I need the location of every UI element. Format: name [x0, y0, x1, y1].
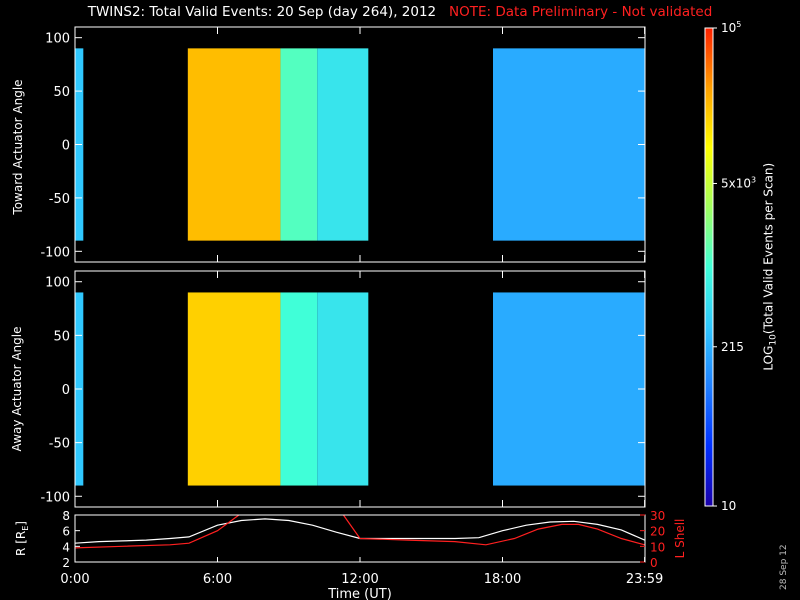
toward-ytick-label: 100 — [45, 32, 70, 47]
toward-heatmap-band-4 — [493, 48, 645, 241]
orbit-ylabel-left-post: ] — [14, 521, 28, 526]
colorbar-tick-base: 10 — [721, 21, 736, 35]
toward-panel: -100 -50 0 50 100 — [40, 26, 646, 263]
orbit-xlabel: Time (UT) — [327, 587, 392, 600]
away-panel: -100 -50 0 50 100 — [40, 270, 646, 508]
away-ytick-label: -100 — [40, 490, 70, 505]
title-main: TWINS2: Total Valid Events: 20 Sep (day … — [87, 4, 437, 20]
toward-ytick-label: -50 — [49, 192, 70, 207]
orbit-right-tick-label: 0 — [650, 556, 658, 570]
away-ytick-label: 0 — [62, 383, 70, 398]
orbit-left-tick-label: 4 — [62, 540, 70, 554]
orbit-xtick-label: 12:00 — [341, 572, 378, 587]
away-heatmap-band-4 — [493, 292, 645, 486]
toward-ytick-label: 0 — [62, 139, 70, 154]
orbit-xtick-label: 6:00 — [203, 572, 232, 587]
orbit-series-l-shell — [74, 514, 645, 549]
colorbar-tick-sup: 5 — [736, 20, 741, 29]
orbit-ylabel-left-sub: E — [21, 526, 30, 531]
colorbar-tick-base: 5x10 — [721, 176, 751, 190]
away-heatmap-band-1 — [187, 292, 281, 486]
toward-heatmap-band-3 — [317, 48, 369, 241]
colorbar-bar — [704, 27, 714, 507]
away-ytick-label: 100 — [45, 276, 70, 291]
toward-ytick-label: -100 — [40, 245, 70, 260]
colorbar-tick-label: 215 — [721, 340, 744, 354]
colorbar-tick-sup: 3 — [751, 175, 756, 184]
toward-heatmap-band-1 — [187, 48, 281, 241]
orbit-series-r — [74, 518, 645, 544]
orbit-xtick-label: 0:00 — [60, 572, 89, 587]
colorbar-tick-base: 215 — [721, 340, 744, 354]
orbit-xtick-label: 23:59 — [626, 572, 663, 587]
orbit-right-tick-label: 10 — [650, 540, 665, 554]
colorbar-tick-base: 10 — [721, 499, 736, 513]
title-note: NOTE: Data Preliminary - Not validated — [449, 4, 713, 20]
orbit-ylabel-left-pre: R [R — [14, 531, 28, 556]
away-heatmap-band-2 — [280, 292, 318, 486]
colorbar-tick-label: 10 — [721, 499, 736, 513]
toward-heatmap-band-2 — [280, 48, 318, 241]
orbit-left-tick-label: 6 — [62, 525, 70, 539]
orbit-left-tick-label: 8 — [62, 509, 70, 523]
toward-ytick-label: 50 — [53, 85, 70, 100]
orbit-right-tick-label: 20 — [650, 525, 665, 539]
orbit-ylabel-left: R [RE] — [14, 521, 30, 556]
orbit-xtick-label: 18:00 — [484, 572, 521, 587]
orbit-left-tick-label: 2 — [62, 556, 70, 570]
colorbar-tick-label: 105 — [721, 20, 741, 35]
away-ytick-label: -50 — [49, 437, 70, 452]
orbit-right-tick-label: 30 — [650, 509, 665, 523]
figure-title: TWINS2: Total Valid Events: 20 Sep (day … — [0, 4, 800, 26]
away-heatmap-band-3 — [317, 292, 369, 486]
away-ytick-label: 50 — [53, 329, 70, 344]
colorbar-tick-label: 5x103 — [721, 175, 756, 190]
orbit-ylabel-right: L Shell — [673, 519, 687, 559]
